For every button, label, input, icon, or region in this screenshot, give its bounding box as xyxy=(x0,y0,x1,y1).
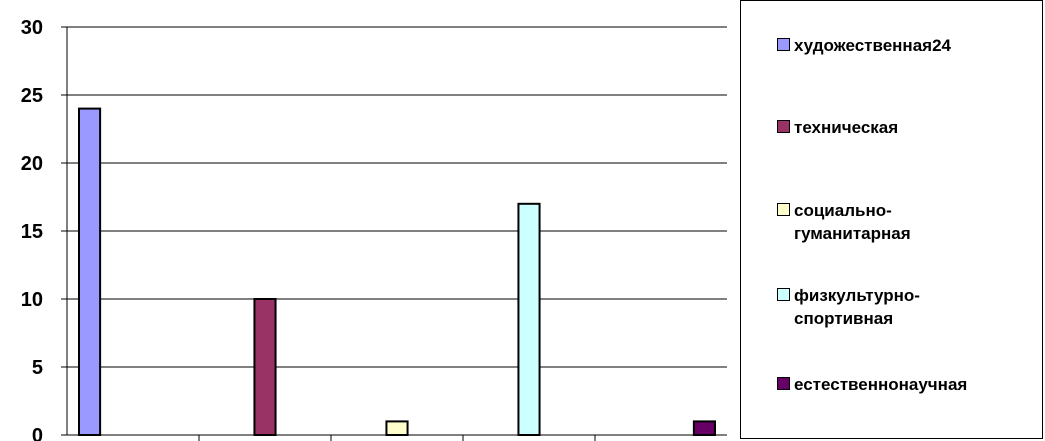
bar-5 xyxy=(692,420,717,436)
legend-swatch-5 xyxy=(777,377,790,390)
legend-item-1: художественная24 xyxy=(777,34,1044,57)
y-tick-label: 15 xyxy=(21,221,43,243)
bar-chart: 0 5 10 15 20 25 30 xyxy=(21,17,727,441)
legend: художественная24 техническая социально- … xyxy=(740,0,1043,439)
legend-label-1: художественная24 xyxy=(794,36,951,55)
y-axis-ticks: 0 5 10 15 20 25 30 xyxy=(21,17,67,441)
legend-swatch-1 xyxy=(777,38,790,51)
legend-label-2: техническая xyxy=(794,118,899,137)
bar-4 xyxy=(517,202,541,436)
y-tick-label: 5 xyxy=(32,357,43,379)
legend-item-3: социально- гуманитарная xyxy=(777,199,1044,245)
legend-label-5: естественнонаучная xyxy=(794,375,968,394)
y-tick-label: 20 xyxy=(21,153,43,175)
legend-item-4: физкультурно- спортивная xyxy=(777,284,1044,330)
legend-swatch-3 xyxy=(777,203,790,216)
legend-label-3: социально- гуманитарная xyxy=(794,201,911,243)
legend-label-4: физкультурно- спортивная xyxy=(794,286,920,328)
bar-2 xyxy=(253,298,277,436)
gridlines xyxy=(67,26,727,368)
bar-1 xyxy=(78,107,102,436)
y-tick-label: 10 xyxy=(21,289,43,311)
y-tick-label: 30 xyxy=(21,17,43,39)
legend-swatch-4 xyxy=(777,288,790,301)
y-tick-label: 0 xyxy=(32,425,43,441)
bars xyxy=(78,107,717,436)
legend-swatch-2 xyxy=(777,120,790,133)
bar-3 xyxy=(385,420,409,436)
y-tick-label: 25 xyxy=(21,85,43,107)
x-axis-ticks xyxy=(198,435,596,441)
legend-item-2: техническая xyxy=(777,116,1044,139)
legend-item-5: естественнонаучная xyxy=(777,373,1044,396)
